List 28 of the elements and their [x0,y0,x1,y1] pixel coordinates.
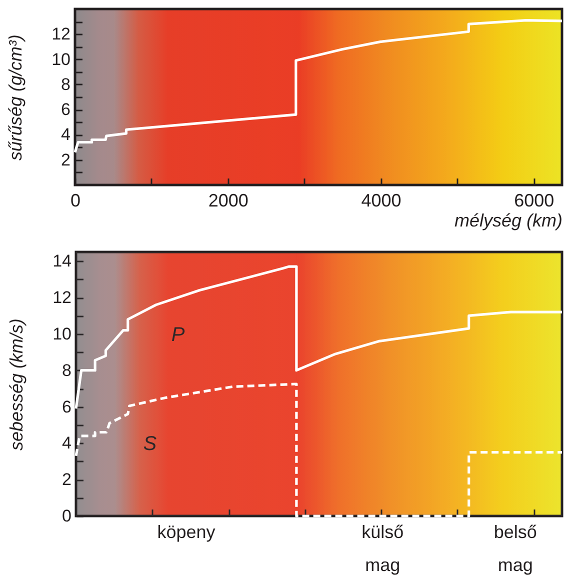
y-tick-label: 2 [62,470,72,490]
y-tick-label: 8 [62,360,72,380]
y-tick-label: 6 [61,100,70,120]
band-label: köpeny [157,522,216,542]
x-tick-label: 2000 [208,190,248,210]
y-tick-label: 12 [52,288,72,308]
x-tick-label: 4000 [361,190,402,210]
series-label: P [171,324,186,346]
line-series [74,382,564,518]
y-tick-label: 4 [61,125,70,144]
line-series [74,265,564,410]
series-label: S [143,433,158,456]
y-tick-label: 8 [61,74,70,94]
x-tick-label: 6000 [514,190,554,210]
y-tick-label: 10 [52,324,72,344]
y-tick-label: 12 [52,24,70,44]
y-axis-title: sűrűség (g/cm³) [6,34,26,161]
y-tick-label: 14 [52,252,72,271]
y-tick-label: 2 [61,150,70,170]
y-tick-label: 6 [62,397,72,416]
y-axis-title: sebesség (km/s) [6,318,26,451]
band-label: külső mag [362,522,404,575]
y-tick-label: 4 [62,434,72,453]
band-label: belső mag [494,522,537,575]
line-series [74,19,564,154]
x-axis-title: mélység (km) [454,210,562,230]
y-tick-label: 10 [52,50,70,69]
y-tick-label: 0 [62,506,72,526]
